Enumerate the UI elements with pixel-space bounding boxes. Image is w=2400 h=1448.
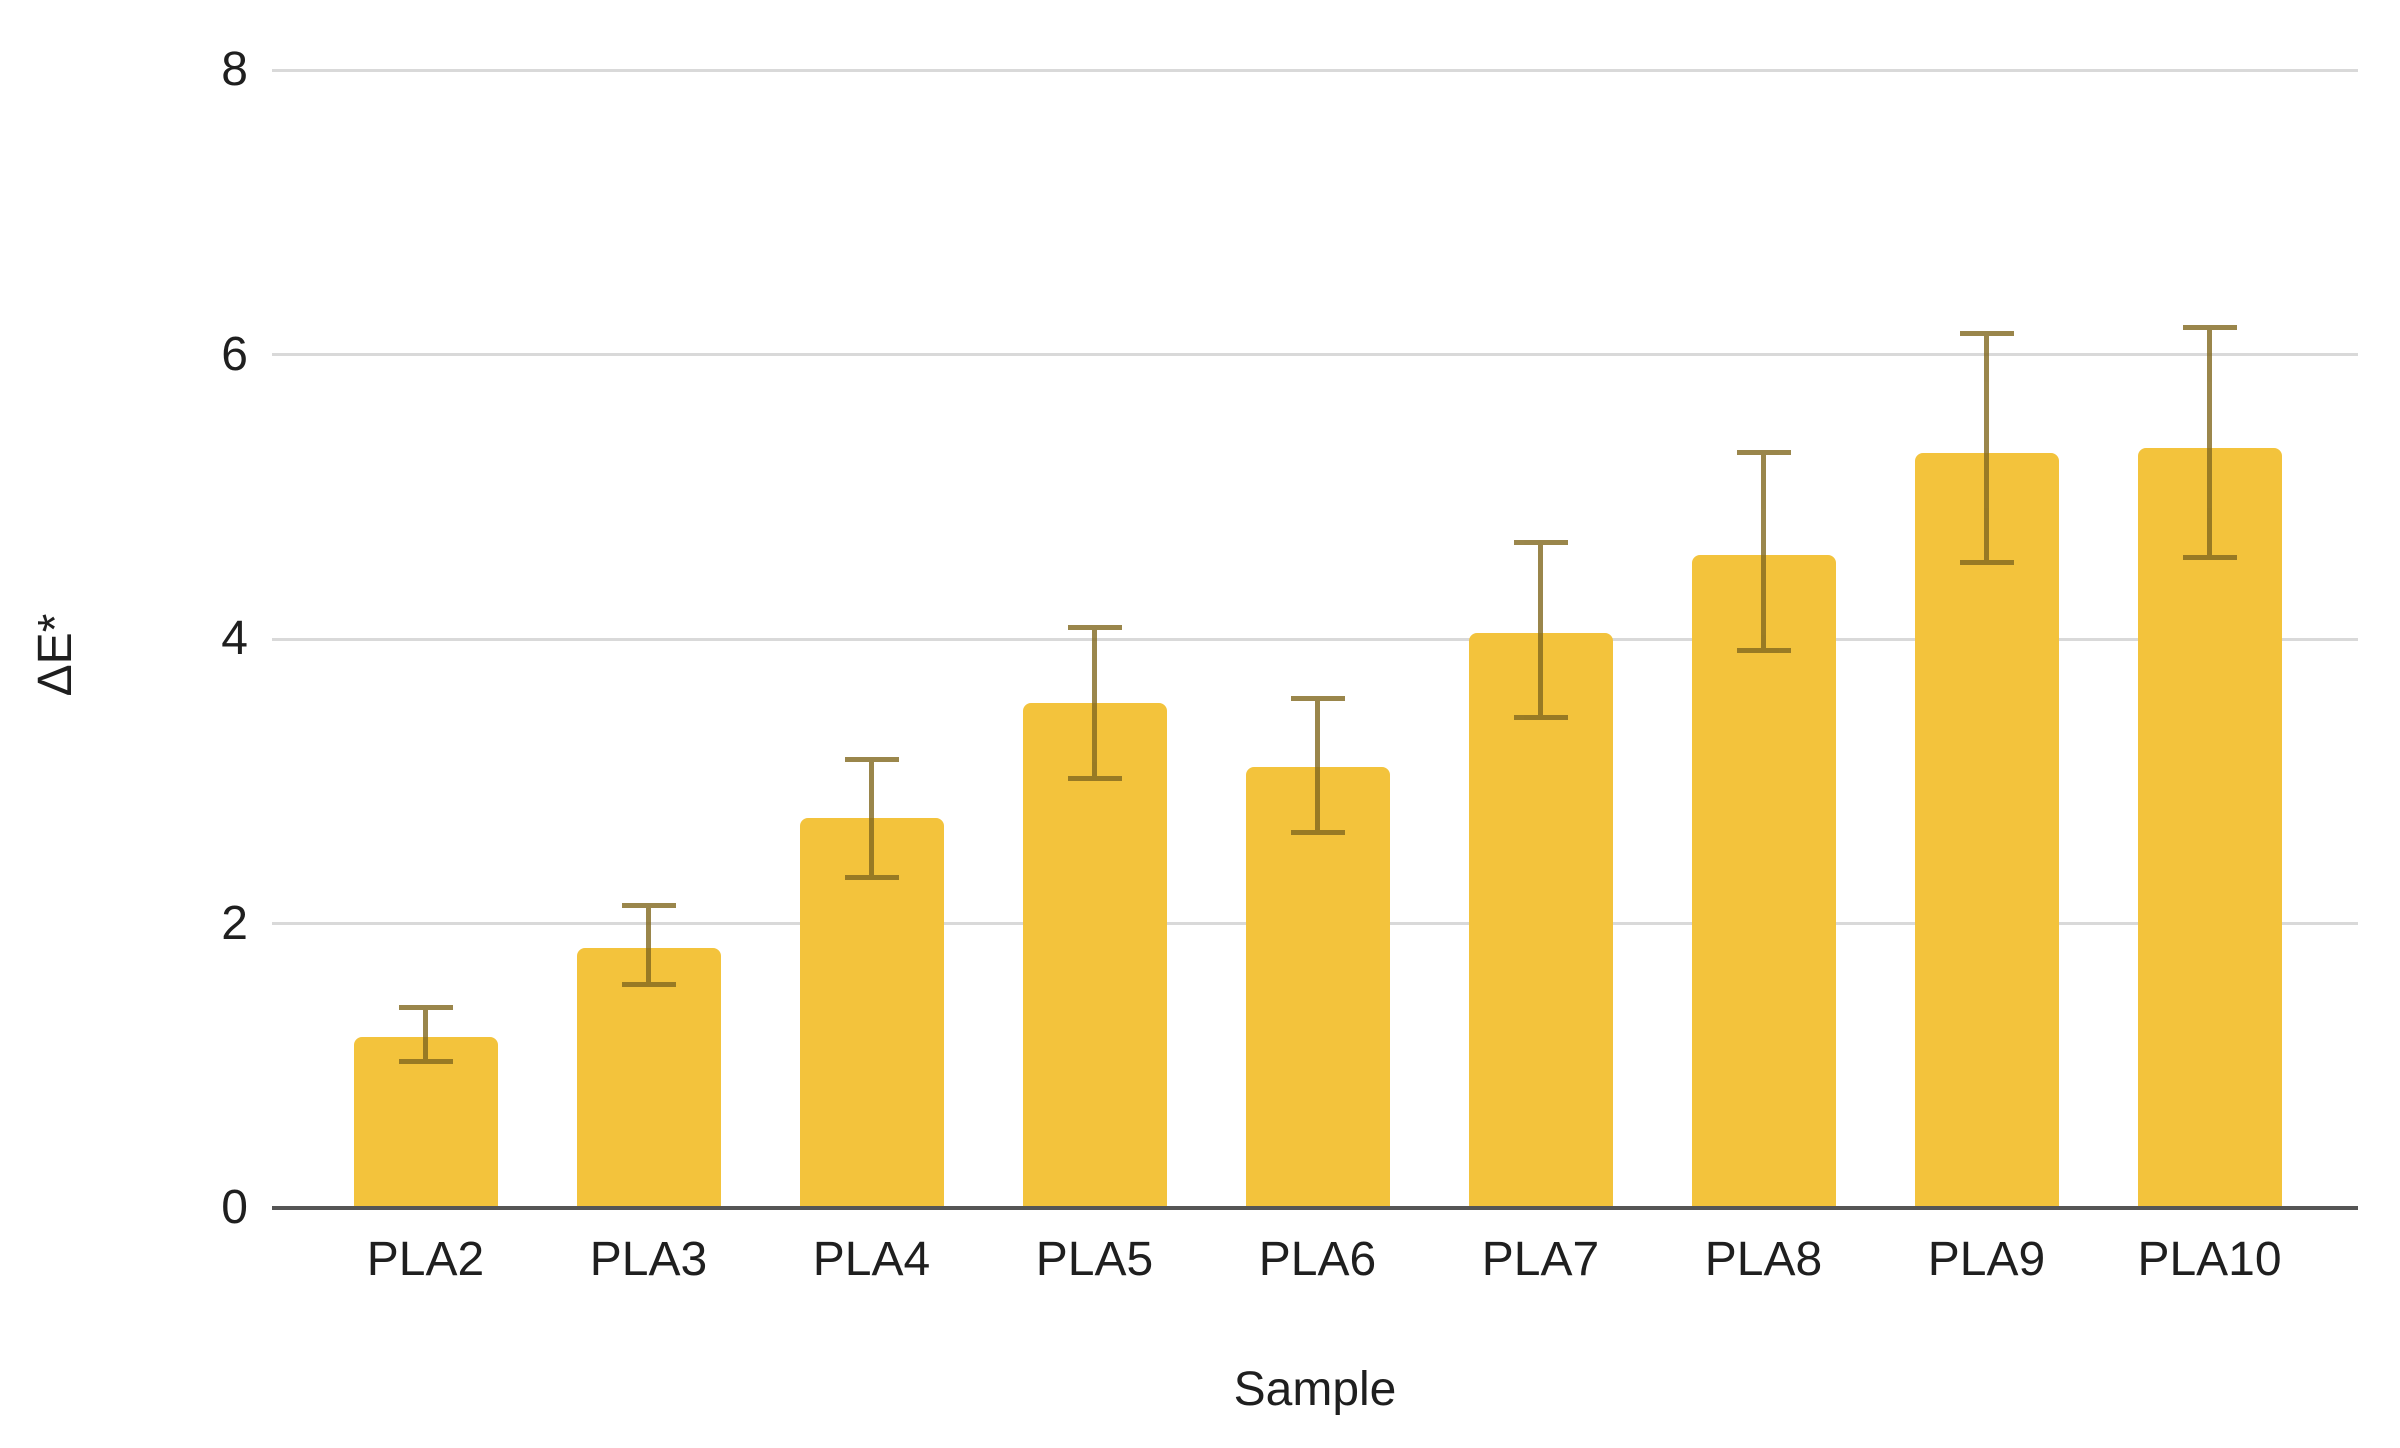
error-bar	[1736, 450, 1791, 653]
bar	[1022, 703, 1167, 1208]
x-tick-label: PLA9	[1927, 1233, 2046, 1286]
error-bar-bottom-cap	[1736, 647, 1791, 653]
gridline	[272, 353, 2358, 356]
bar	[1245, 767, 1390, 1208]
error-bar-bottom-cap	[1513, 714, 1568, 720]
x-axis-title: Sample	[1233, 1363, 1397, 1416]
error-bar	[1959, 330, 2014, 565]
x-tick-label: PLA7	[1481, 1233, 1600, 1286]
error-bar-stem	[2207, 327, 2212, 558]
error-bar-top-cap	[1736, 450, 1791, 456]
y-axis-title: ΔE*	[29, 613, 82, 697]
error-bar-bottom-cap	[844, 875, 899, 881]
bar	[1914, 452, 2059, 1208]
x-tick-label: PLA4	[812, 1233, 931, 1286]
error-bar-bottom-cap	[1290, 829, 1345, 835]
error-bar-stem	[869, 759, 874, 878]
x-tick-label: PLA3	[589, 1233, 708, 1286]
y-tick-label: 8	[221, 43, 248, 96]
error-bar-top-cap	[1067, 625, 1122, 631]
error-bar-stem	[646, 905, 651, 985]
x-axis-line	[272, 1206, 2358, 1210]
error-bar	[1067, 625, 1122, 781]
bar	[2137, 448, 2282, 1208]
error-bar-stem	[1761, 452, 1766, 651]
error-bar-top-cap	[844, 757, 899, 763]
gridline	[272, 637, 2358, 641]
error-bar	[621, 902, 676, 988]
bar	[353, 1037, 498, 1208]
bar	[799, 818, 944, 1208]
error-bar	[1513, 539, 1568, 720]
error-bar	[398, 1004, 453, 1064]
bar	[1691, 555, 1836, 1208]
gridline	[272, 68, 2358, 72]
x-tick-label: PLA5	[1035, 1233, 1154, 1286]
y-tick-label: 0	[221, 1181, 248, 1234]
error-bar-bottom-cap	[2182, 555, 2237, 561]
y-tick-label: 4	[221, 612, 248, 665]
y-tick-label: 2	[221, 896, 248, 950]
error-bar-top-cap	[1959, 330, 2014, 336]
x-tick-label: PLA8	[1704, 1233, 1823, 1286]
error-bar-top-cap	[621, 902, 676, 908]
error-bar-stem	[1984, 333, 1989, 563]
error-bar-bottom-cap	[1959, 559, 2014, 565]
error-bar-bottom-cap	[398, 1058, 453, 1064]
error-bar-stem	[1092, 627, 1097, 779]
error-bar	[2182, 324, 2237, 561]
error-bar-top-cap	[398, 1004, 453, 1010]
error-bar-top-cap	[1290, 696, 1345, 702]
error-bar-stem	[423, 1007, 428, 1062]
error-bar-stem	[1315, 698, 1320, 833]
error-bar	[844, 757, 899, 881]
x-tick-label: PLA6	[1258, 1233, 1377, 1286]
error-bar	[1290, 696, 1345, 835]
error-bar-stem	[1538, 542, 1543, 718]
error-bar-top-cap	[1513, 539, 1568, 545]
error-bar-top-cap	[2182, 324, 2237, 330]
error-bar-bottom-cap	[621, 982, 676, 988]
error-bar-bottom-cap	[1067, 775, 1122, 781]
bar	[1468, 633, 1613, 1208]
y-tick-label: 6	[221, 327, 248, 381]
bar	[576, 947, 721, 1208]
x-tick-label: PLA2	[366, 1233, 485, 1286]
x-tick-label: PLA10	[2137, 1233, 2282, 1286]
